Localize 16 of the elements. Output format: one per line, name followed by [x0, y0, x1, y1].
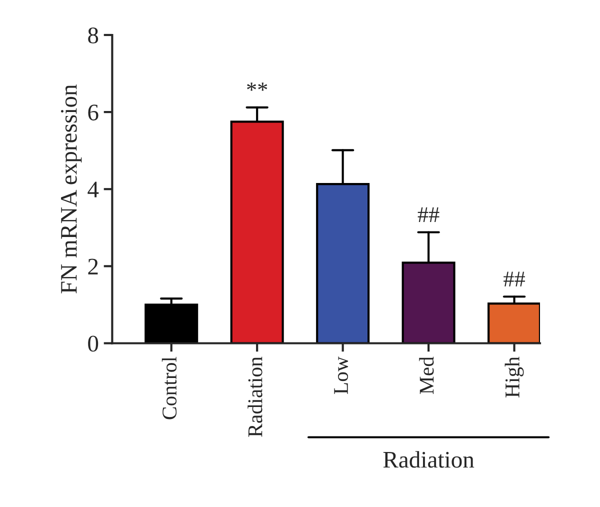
y-tick-label: 4: [88, 182, 99, 198]
y-tick-label: 6: [88, 104, 98, 120]
x-tick-label: Low: [334, 356, 348, 394]
x-tick-label: High: [504, 356, 524, 398]
y-axis-title: FN mRNA expression: [60, 84, 82, 294]
text: Radiation: [383, 451, 474, 468]
x-tick-label: Control: [162, 356, 177, 420]
y-tick-label: 2: [88, 258, 98, 274]
annotation: ##: [504, 272, 525, 286]
x-tick-label: Med: [419, 356, 434, 394]
bar: [144, 304, 198, 344]
y-tick-label: 0: [88, 336, 98, 352]
annotation: ##: [418, 207, 440, 222]
y-tick-label: 8: [88, 27, 98, 44]
annotation: **: [247, 82, 268, 91]
x-tick-label: Radiation: [248, 356, 262, 437]
